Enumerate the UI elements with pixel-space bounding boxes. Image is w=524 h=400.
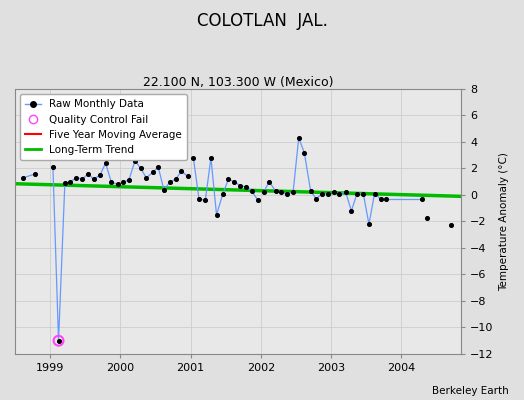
Point <box>265 178 274 185</box>
Point <box>31 170 39 177</box>
Point <box>347 208 356 214</box>
Point <box>300 149 309 156</box>
Point <box>78 176 86 182</box>
Legend: Raw Monthly Data, Quality Control Fail, Five Year Moving Average, Long-Term Tren: Raw Monthly Data, Quality Control Fail, … <box>20 94 188 160</box>
Point <box>189 155 198 161</box>
Point <box>335 190 344 197</box>
Point <box>423 214 431 221</box>
Point <box>54 338 63 344</box>
Point <box>359 190 367 197</box>
Point <box>383 196 391 202</box>
Point <box>224 176 233 182</box>
Point <box>230 178 238 185</box>
Point <box>307 188 315 194</box>
Point <box>160 186 168 193</box>
Point <box>342 189 350 196</box>
Point <box>195 196 203 202</box>
Point <box>247 188 256 194</box>
Point <box>90 176 98 182</box>
Text: Berkeley Earth: Berkeley Earth <box>432 386 508 396</box>
Title: 22.100 N, 103.300 W (Mexico): 22.100 N, 103.300 W (Mexico) <box>143 76 333 89</box>
Point <box>49 164 57 170</box>
Point <box>84 170 92 177</box>
Point <box>282 190 291 197</box>
Text: COLOTLAN  JAL.: COLOTLAN JAL. <box>196 12 328 30</box>
Point <box>172 176 180 182</box>
Point <box>177 168 185 174</box>
Point <box>370 190 379 197</box>
Y-axis label: Temperature Anomaly (°C): Temperature Anomaly (°C) <box>499 152 509 291</box>
Point <box>318 190 326 197</box>
Point <box>254 197 262 204</box>
Point <box>102 160 110 166</box>
Point <box>183 173 192 180</box>
Point <box>131 157 139 164</box>
Point <box>119 178 127 185</box>
Point <box>365 221 373 227</box>
Point <box>19 174 28 181</box>
Point <box>418 196 426 202</box>
Point <box>166 178 174 185</box>
Point <box>353 190 361 197</box>
Point <box>259 189 268 196</box>
Point <box>201 197 210 204</box>
Point <box>447 222 455 229</box>
Point <box>212 212 221 218</box>
Point <box>294 135 303 141</box>
Point <box>277 189 286 196</box>
Point <box>61 180 69 186</box>
Point <box>242 184 250 190</box>
Point <box>330 189 338 196</box>
Point <box>66 178 74 185</box>
Point <box>54 338 63 344</box>
Point <box>148 169 157 176</box>
Point <box>236 182 245 189</box>
Point <box>125 177 133 184</box>
Point <box>96 172 104 178</box>
Point <box>312 196 321 202</box>
Point <box>207 155 215 161</box>
Point <box>271 188 280 194</box>
Point <box>107 178 115 185</box>
Point <box>289 189 297 196</box>
Point <box>154 164 162 170</box>
Point <box>113 181 122 188</box>
Point <box>377 196 385 202</box>
Point <box>324 190 332 197</box>
Point <box>219 190 227 197</box>
Point <box>142 174 150 181</box>
Point <box>72 174 80 181</box>
Point <box>137 165 145 172</box>
